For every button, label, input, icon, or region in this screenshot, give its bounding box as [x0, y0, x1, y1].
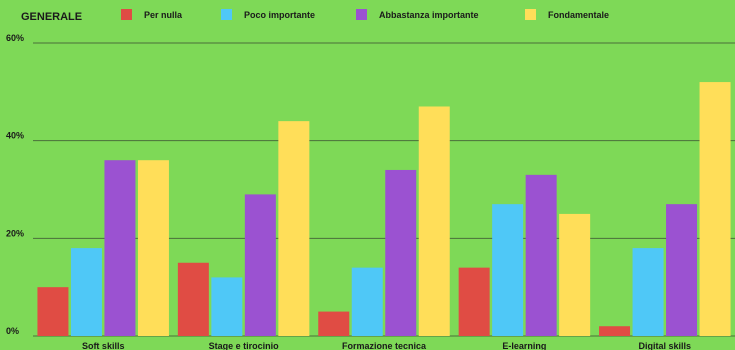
bar-poco-importante [632, 248, 664, 336]
bar-fondamentale [699, 82, 731, 336]
bar-poco-importante [351, 267, 383, 336]
bar-per-nulla [458, 267, 490, 336]
bar-fondamentale [559, 213, 591, 336]
bar-abbastanza-importante [525, 174, 557, 336]
bar-abbastanza-importante [244, 194, 276, 336]
legend-label: Per nulla [144, 10, 183, 20]
x-category-label: Stage e tirocinio [209, 341, 280, 350]
bar-fondamentale [278, 121, 310, 336]
legend: Per nulla Poco importante Abbastanza impor… [121, 9, 609, 20]
legend-swatch [525, 9, 536, 20]
bars [37, 82, 731, 336]
bar-poco-importante [70, 248, 102, 336]
bar-per-nulla [177, 262, 209, 336]
bar-poco-importante [492, 204, 524, 336]
bar-per-nulla [37, 287, 69, 336]
bar-abbastanza-importante [385, 169, 417, 336]
y-tick-label: 20% [6, 228, 24, 238]
legend-swatch [221, 9, 232, 20]
x-axis: Soft skills Stage e tirocinio Formazione t… [82, 341, 691, 350]
bar-fondamentale [137, 160, 169, 336]
y-axis: 0% 20% 40% 60% [6, 33, 24, 336]
bar-fondamentale [418, 106, 450, 336]
bar-abbastanza-importante [104, 160, 136, 336]
x-category-label: E-learning [502, 341, 546, 350]
bar-abbastanza-importante [666, 204, 698, 336]
legend-swatch [121, 9, 132, 20]
bar-per-nulla [318, 311, 350, 336]
y-tick-label: 40% [6, 131, 24, 141]
bar-poco-importante [211, 277, 243, 336]
legend-label: Poco importante [244, 10, 315, 20]
x-category-label: Soft skills [82, 341, 125, 350]
chart-title: GENERALE [21, 11, 82, 23]
bar-per-nulla [599, 326, 631, 336]
y-tick-label: 60% [6, 33, 24, 43]
legend-label: Abbastanza importante [379, 10, 479, 20]
legend-label: Fondamentale [548, 10, 609, 20]
y-tick-label: 0% [6, 326, 19, 336]
x-category-label: Formazione tecnica [342, 341, 427, 350]
x-category-label: Digital skills [639, 341, 692, 350]
legend-swatch [356, 9, 367, 20]
